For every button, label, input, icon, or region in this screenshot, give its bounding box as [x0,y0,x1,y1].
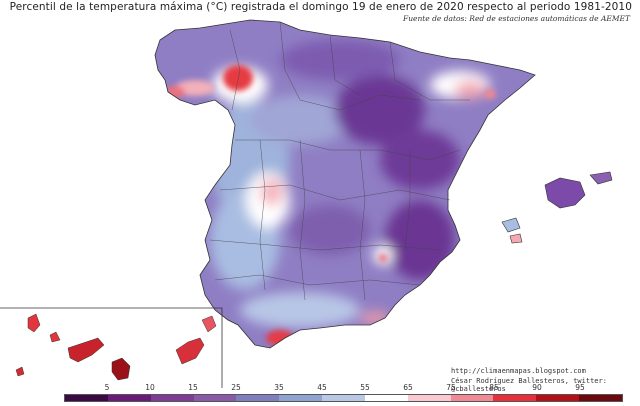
map-title: Percentil de la temperatura máxima (°C) … [9,1,632,13]
colorbar-swatch [193,395,237,401]
colorbar-tick-label: 90 [532,383,542,392]
colorbar-tick-label: 10 [145,383,155,392]
colorbar-swatch [279,395,323,401]
credit-url[interactable]: http://climaenmapas.blogspot.com [451,367,586,375]
balearic-islands [501,171,613,244]
colorbar-swatch [407,395,451,401]
colorbar-tick-label: 75 [446,383,456,392]
colorbar-tick-label: 35 [274,383,284,392]
colorbar-tick-label: 25 [231,383,241,392]
colorbar-swatch [536,395,580,401]
peninsula-outline [154,19,536,349]
colorbar-swatch [107,395,151,401]
colorbar-swatch [493,395,537,401]
colorbar-swatch [364,395,408,401]
colorbar-swatch [236,395,280,401]
credit-author: César Rodríguez Ballesteros, twitter: @c… [451,377,607,393]
colorbar-swatch [450,395,494,401]
colorbar-swatch [322,395,365,401]
colorbar-tick-label: 65 [403,383,413,392]
colorbar-swatch [150,395,194,401]
canary-islands-inset [0,307,223,388]
colorbar-tick-label: 15 [188,383,198,392]
colorbar-tick-label: 55 [360,383,370,392]
colorbar-tick-label: 85 [489,383,499,392]
colorbar-swatch [579,395,622,401]
colorbar-tick-label: 5 [104,383,110,392]
percentile-colorbar [64,394,623,402]
province-borders [209,21,470,301]
peninsula-region [155,20,535,348]
colorbar-tick-label: 95 [575,383,585,392]
colorbar-swatch [65,395,108,401]
colorbar-tick-label: 45 [317,383,327,392]
data-source: Fuente de datos: Red de estaciones autom… [402,14,630,23]
